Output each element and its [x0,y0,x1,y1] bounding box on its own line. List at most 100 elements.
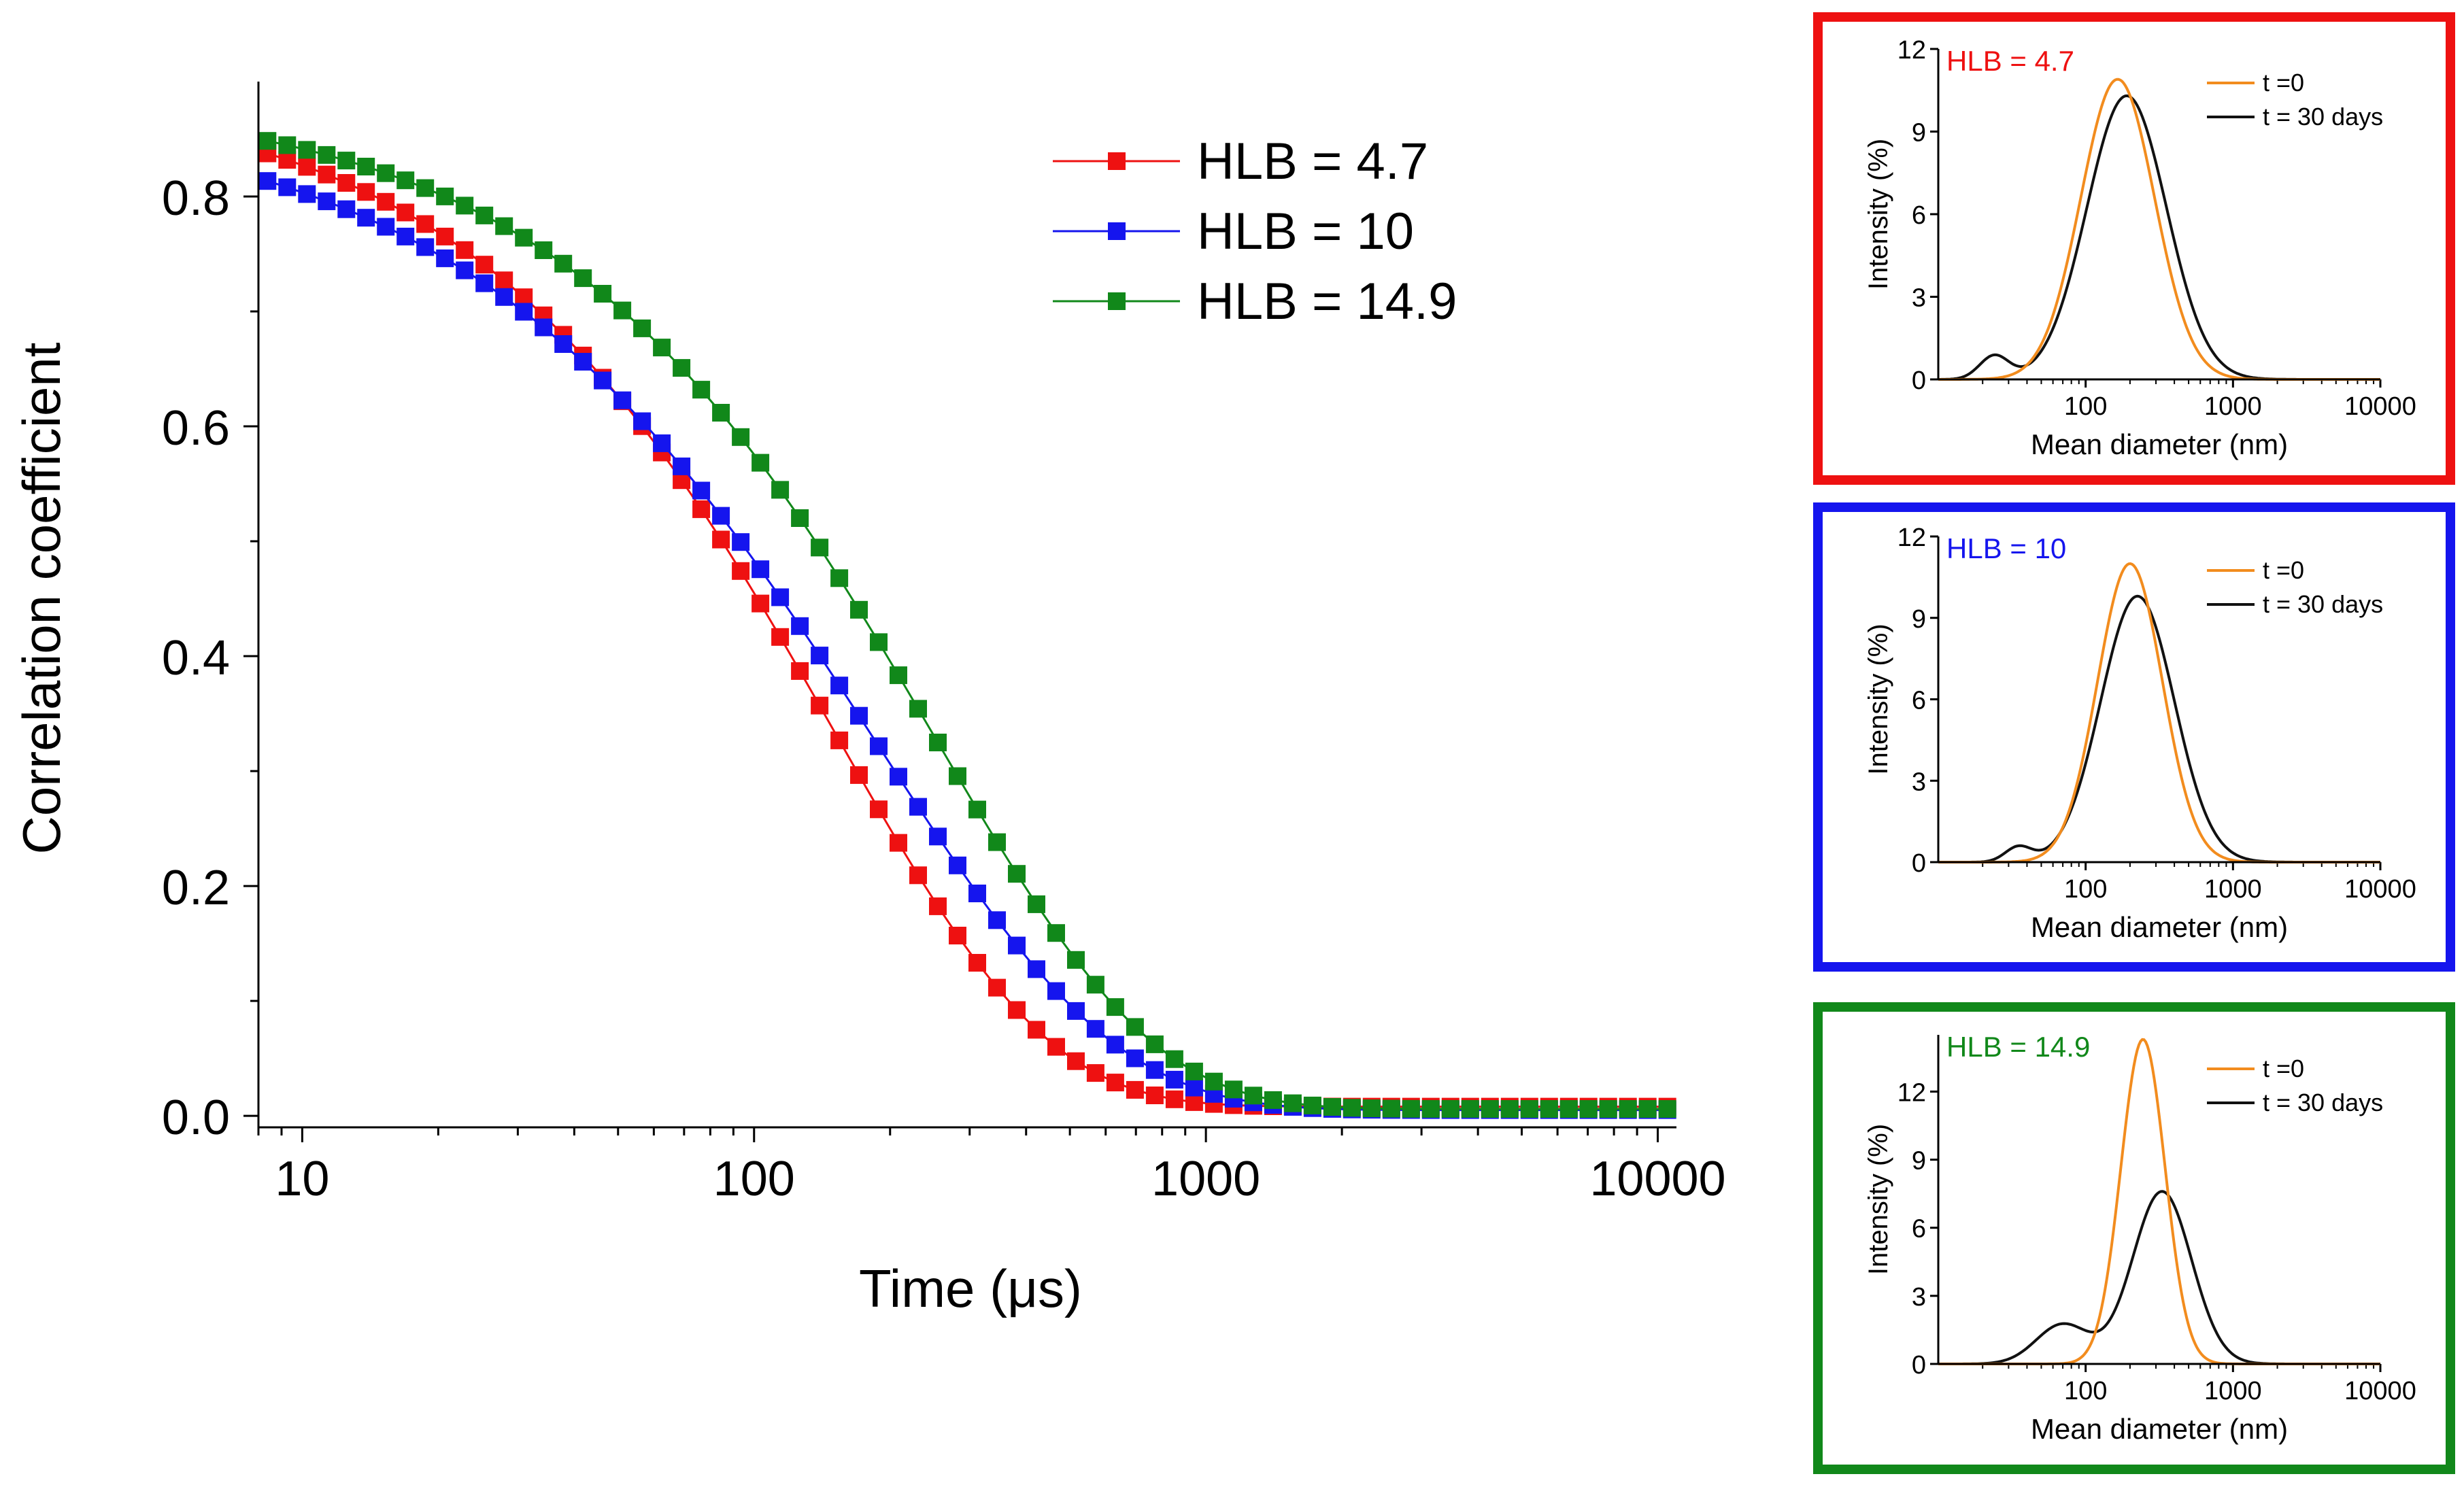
inset-chart-hlb-14-9: 0 3 6 9 12 100 1000 10000 HLB = 14.9 Mean diame… [1863,1031,2416,1445]
data-point-hlb-14-9 [1579,1100,1598,1118]
data-point-hlb-14-9 [1520,1100,1538,1118]
data-point-hlb-14-9 [653,339,671,357]
main-y-tick-label: 0.8 [162,171,230,226]
data-point-hlb-4-7 [988,978,1006,997]
main-correlation-chart: 0.00.20.40.60.810 100 1000 10000 Time (μs) … [12,82,1726,1318]
data-point-hlb-10 [456,261,474,279]
data-point-hlb-10 [909,798,927,816]
data-point-hlb-10 [318,192,336,211]
data-point-hlb-10 [1047,982,1065,1000]
legend-marker-hlb-14-9 [1108,292,1126,310]
inset3-y-axis-label: Intensity (%) [1863,1124,1893,1275]
main-y-tick-label: 0.6 [162,401,230,456]
inset1-y-axis-label: Intensity (%) [1863,139,1893,290]
data-point-hlb-14-9 [1500,1100,1519,1118]
data-point-hlb-10 [1106,1036,1124,1054]
inset1-x-tick-label: 1000 [2204,392,2262,421]
data-point-hlb-14-9 [1402,1099,1420,1118]
legend-entry-hlb-4-7: HLB = 4.7 [1053,133,1428,190]
data-point-hlb-14-9 [1008,865,1026,883]
inset-frame-hlb-10 [1813,502,2455,972]
data-point-hlb-14-9 [377,164,395,182]
data-point-hlb-10 [949,856,966,874]
data-point-hlb-4-7 [830,731,849,749]
inset3-x-axis-label: Mean diameter (nm) [2031,1413,2288,1445]
data-point-hlb-10 [613,391,632,409]
main-x-tick-label: 10000 [1589,1152,1725,1206]
data-point-hlb-14-9 [1540,1100,1558,1118]
data-point-hlb-14-9 [1086,976,1104,994]
data-point-hlb-14-9 [1441,1099,1459,1118]
data-point-hlb-4-7 [1126,1080,1144,1099]
data-point-hlb-14-9 [968,800,986,819]
data-point-hlb-4-7 [456,241,474,259]
data-point-hlb-10 [712,507,730,525]
data-point-hlb-10 [653,434,671,452]
data-point-hlb-4-7 [929,897,947,915]
main-legend: HLB = 4.7 HLB = 10 HLB = 14.9 [1053,133,1457,330]
inset-frame-hlb-14-9 [1813,1002,2455,1474]
legend-marker-hlb-10 [1108,222,1126,240]
data-point-hlb-4-7 [1165,1090,1183,1108]
data-point-hlb-14-9 [337,152,356,170]
data-point-hlb-14-9 [495,217,513,235]
data-point-hlb-4-7 [712,530,730,549]
inset2-tick-labels: 0 3 6 9 12 100 1000 10000 [1897,524,2416,904]
data-point-hlb-14-9 [771,481,790,499]
data-point-hlb-14-9 [850,600,868,619]
data-point-hlb-14-9 [1382,1099,1400,1118]
data-point-hlb-4-7 [909,866,927,885]
data-point-hlb-14-9 [870,633,888,651]
data-point-hlb-14-9 [1461,1099,1479,1118]
inset2-legend-label-t30: t = 30 days [2263,590,2383,618]
data-point-hlb-14-9 [1421,1099,1440,1118]
inset1-y-tick-label: 6 [1912,201,1926,230]
inset2-y-tick-label: 6 [1912,687,1926,715]
inset3-panel-label: HLB = 14.9 [1946,1031,2090,1063]
main-tick-labels: 0.0 0.2 0.4 0.6 0.8 10 100 1000 10000 [162,171,1726,1206]
data-point-hlb-14-9 [298,141,316,159]
data-point-hlb-14-9 [1204,1072,1223,1091]
data-point-hlb-4-7 [771,628,790,646]
data-point-hlb-14-9 [1303,1096,1321,1114]
inset3-x-tick-label: 100 [2064,1377,2107,1405]
inset2-x-axis-label: Mean diameter (nm) [2031,911,2288,943]
data-point-hlb-14-9 [633,319,652,337]
data-point-hlb-10 [1028,960,1045,978]
inset2-y-tick-label: 12 [1897,524,1926,552]
data-point-hlb-4-7 [949,927,966,944]
data-point-hlb-10 [554,335,573,353]
data-point-hlb-14-9 [456,196,474,215]
inset2-y-axis-label: Intensity (%) [1863,623,1893,774]
data-point-hlb-4-7 [1086,1064,1104,1082]
data-point-hlb-14-9 [613,301,632,320]
data-point-hlb-14-9 [515,228,533,247]
legend-label-hlb-10: HLB = 10 [1197,203,1414,260]
inset2-legend-label-t0: t =0 [2263,556,2304,584]
main-ticks [243,195,1659,1142]
data-point-hlb-4-7 [318,165,336,184]
data-point-hlb-14-9 [712,404,730,422]
data-point-hlb-14-9 [1106,998,1124,1016]
data-point-hlb-4-7 [357,183,375,201]
data-point-hlb-4-7 [850,766,868,784]
data-point-hlb-10 [535,318,553,337]
inset2-panel-label: HLB = 10 [1946,532,2066,564]
inset3-y-tick-label: 9 [1912,1147,1926,1176]
inset2-x-tick-label: 10000 [2344,875,2416,904]
inset3-y-tick-label: 12 [1897,1078,1926,1107]
inset3-legend: t =0 t = 30 days [2207,1055,2383,1116]
data-point-hlb-14-9 [1165,1050,1183,1068]
data-point-hlb-14-9 [318,146,336,164]
data-point-hlb-4-7 [968,954,986,972]
data-point-hlb-10 [278,178,297,196]
main-x-tick-label: 100 [713,1152,795,1206]
inset3-legend-label-t0: t =0 [2263,1055,2304,1082]
data-point-hlb-10 [1145,1061,1164,1079]
inset-chart-hlb-10: 0 3 6 9 12 100 1000 10000 HLB = 10 Mean diamete… [1863,524,2416,943]
data-point-hlb-4-7 [752,594,770,613]
data-point-hlb-10 [890,768,907,786]
data-point-hlb-10 [436,249,454,267]
data-point-hlb-10 [298,185,316,203]
